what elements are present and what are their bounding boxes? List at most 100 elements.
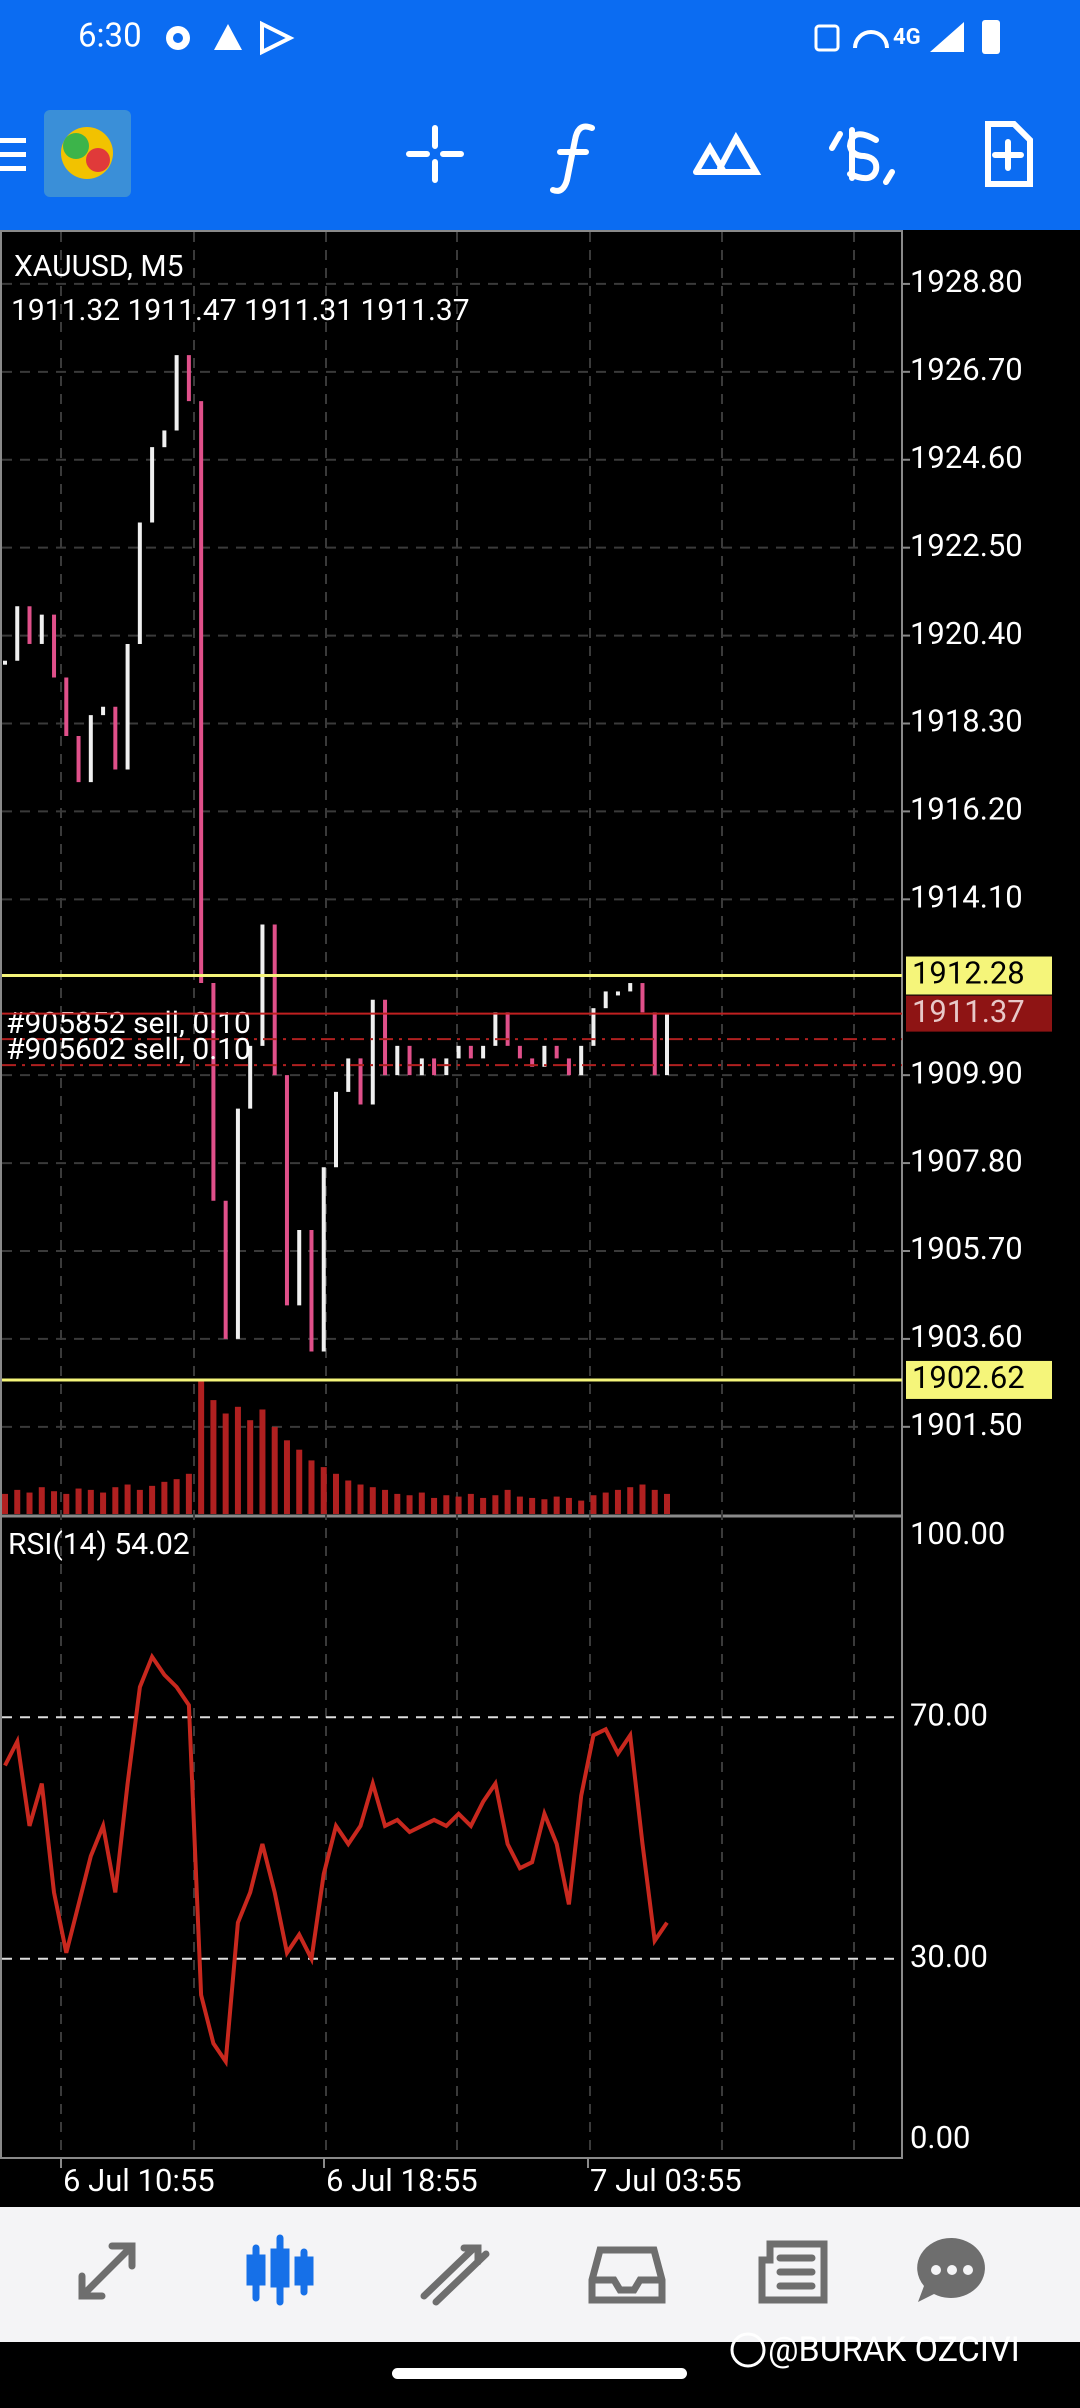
- volume-bar: [38, 1487, 45, 1514]
- menu-button[interactable]: [0, 138, 26, 171]
- volume-bar: [247, 1420, 254, 1514]
- volume-bar: [26, 1492, 33, 1514]
- trade-button[interactable]: [829, 127, 895, 185]
- bid-label: 1911.37: [912, 993, 1025, 1030]
- volume-bar: [112, 1487, 119, 1514]
- status-icons: [166, 20, 1000, 56]
- y-tick-label: 1907.80: [910, 1142, 1023, 1179]
- trade-tab[interactable]: [420, 2244, 490, 2306]
- rsi-tick-label: 30.00: [910, 1938, 988, 1975]
- volume-bar: [63, 1493, 70, 1514]
- chart-tab[interactable]: [246, 2234, 314, 2306]
- order-label: #905602 sell, 0.10: [6, 1032, 251, 1067]
- volume-bar: [124, 1484, 131, 1514]
- rsi-line: [3, 1652, 669, 2068]
- volume-bar: [271, 1426, 278, 1514]
- y-tick-label: 1909.90: [910, 1054, 1023, 1091]
- y-tick-label: 1924.60: [910, 439, 1023, 476]
- volume-bar: [234, 1406, 241, 1514]
- volume-bar: [639, 1484, 646, 1514]
- volume-bar: [369, 1487, 376, 1514]
- volume-bar: [492, 1495, 499, 1514]
- indicators-button[interactable]: [550, 123, 595, 194]
- y-tick-label: 1928.80: [910, 263, 1023, 300]
- volume-bar: [590, 1495, 597, 1514]
- rsi-tick-label: 70.00: [910, 1696, 988, 1733]
- volume-bar: [2, 1493, 8, 1514]
- volume-bar: [333, 1473, 339, 1514]
- ohlc-label: 1911.32 1911.47 1911.31 1911.37: [11, 293, 470, 328]
- y-tick-label: 1922.50: [910, 527, 1023, 564]
- new-order-button[interactable]: [985, 121, 1033, 187]
- bottom-nav: [0, 2207, 1080, 2342]
- quotes-tab[interactable]: [78, 2242, 136, 2300]
- watermark-icon: [730, 2332, 766, 2368]
- volume-bar: [283, 1440, 290, 1514]
- volume-bar: [480, 1497, 487, 1514]
- y-tick-label: 1926.70: [910, 351, 1023, 388]
- volume-bar: [210, 1400, 217, 1514]
- volume-bar: [455, 1496, 462, 1514]
- volume-bar: [308, 1460, 315, 1514]
- volume-bar: [161, 1481, 168, 1514]
- volume-bar: [651, 1489, 658, 1514]
- status-time: 6:30: [78, 17, 142, 56]
- level-label: 1912.28: [912, 955, 1025, 992]
- symbol-label: XAUUSD, M5: [14, 249, 183, 284]
- y-tick-label: 1914.10: [910, 879, 1023, 916]
- bid-tag: [906, 995, 1052, 1032]
- watermark: @BURAK OZCIVI: [768, 2330, 1020, 2370]
- chat-tab[interactable]: [917, 2237, 985, 2302]
- y-tick-label: 1916.20: [910, 791, 1023, 828]
- objects-button[interactable]: [693, 131, 762, 175]
- volume-bar: [664, 1493, 670, 1514]
- volume-bar: [565, 1497, 572, 1514]
- volume-bar: [320, 1467, 327, 1514]
- volume-bar: [345, 1480, 352, 1514]
- volume-bar: [185, 1473, 192, 1514]
- rsi-tick-label: 100.00: [910, 1515, 1005, 1552]
- level-label: 1902.62: [912, 1359, 1025, 1396]
- order-label: #905852 sell, 0.10: [6, 1006, 251, 1041]
- y-tick-label: 1920.40: [910, 615, 1023, 652]
- volume-bar: [100, 1492, 107, 1514]
- volume-bar: [406, 1495, 413, 1514]
- volume-bar: [529, 1497, 536, 1514]
- x-tick-label: 6 Jul 10:55: [63, 2162, 215, 2199]
- network-type: 4G: [893, 25, 921, 50]
- volume-bar: [614, 1489, 621, 1514]
- crosshair-button[interactable]: [406, 125, 464, 183]
- volume-bar: [516, 1496, 523, 1514]
- y-tick-label: 1918.30: [910, 703, 1023, 740]
- volume-bar: [541, 1499, 548, 1514]
- volume-bar: [75, 1488, 82, 1514]
- history-tab[interactable]: [588, 2246, 666, 2304]
- chart-frame: [0, 230, 903, 2159]
- volume-bar: [443, 1495, 450, 1514]
- x-tick-label: 7 Jul 03:55: [590, 2162, 742, 2199]
- y-tick-label: 1905.70: [910, 1230, 1023, 1267]
- volume-bar: [173, 1479, 180, 1514]
- volume-bar: [87, 1489, 94, 1514]
- volume-bar: [51, 1491, 58, 1514]
- volume-bar: [553, 1496, 560, 1514]
- rsi-tick-label: 0.00: [910, 2119, 970, 2156]
- gesture-bar: [392, 2368, 687, 2379]
- volume-bar: [136, 1489, 143, 1514]
- level-tag: [906, 1360, 1052, 1399]
- app-logo[interactable]: [44, 110, 131, 197]
- volume-bar: [357, 1484, 364, 1514]
- volume-bar: [198, 1380, 205, 1514]
- volume-bar: [149, 1485, 156, 1514]
- volume-bar: [382, 1489, 389, 1514]
- volume-bar: [504, 1489, 511, 1514]
- volume-bar: [14, 1489, 21, 1514]
- volume-bar: [602, 1492, 609, 1514]
- x-tick-label: 6 Jul 18:55: [326, 2162, 478, 2199]
- volume-bar: [627, 1487, 634, 1514]
- news-tab[interactable]: [758, 2240, 828, 2304]
- level-tag: [906, 956, 1052, 995]
- volume-bar: [418, 1492, 425, 1514]
- volume-bar: [222, 1413, 229, 1514]
